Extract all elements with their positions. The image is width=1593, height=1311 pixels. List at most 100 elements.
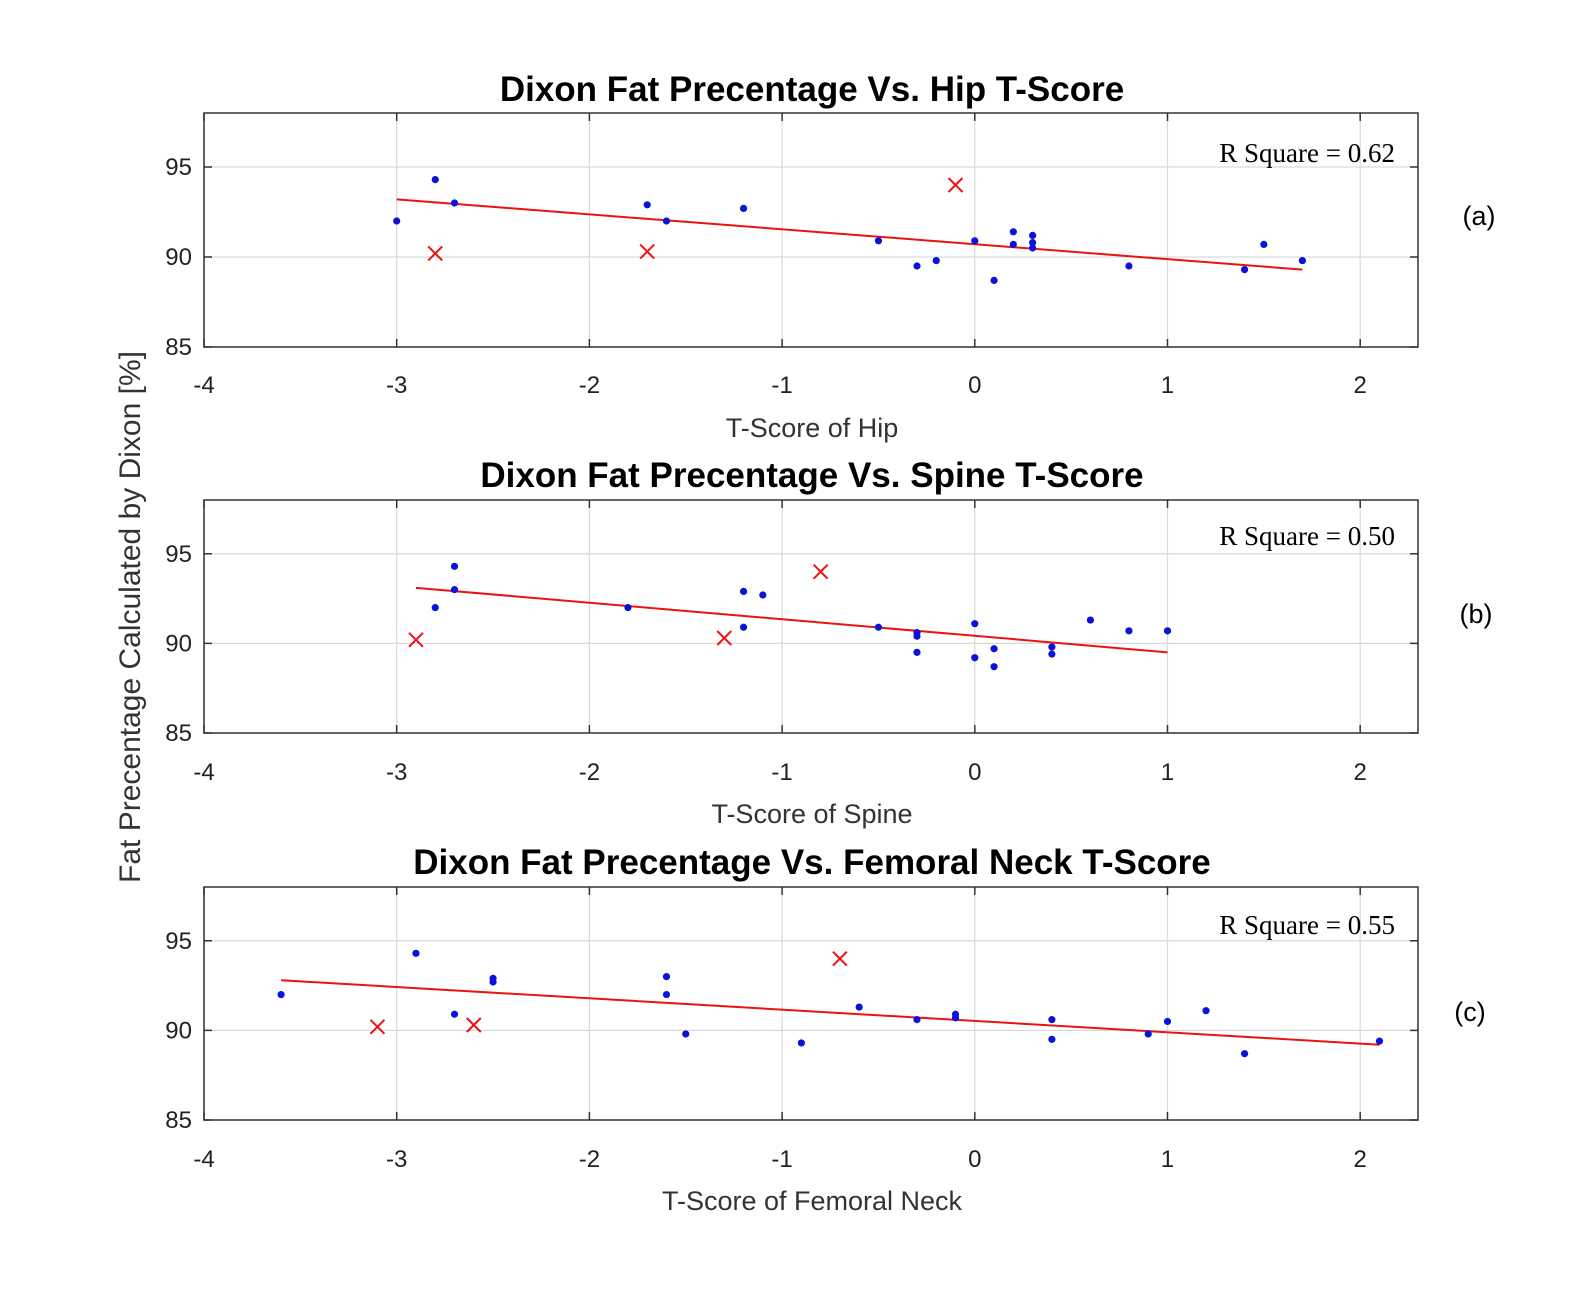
panel-hip: -4 -3 -2 -1 0 1 2 85 90 95 Dixon Fat Precentage V… xyxy=(165,70,1495,443)
x-tick-label: 0 xyxy=(968,1146,981,1173)
data-point xyxy=(393,217,401,225)
data-point xyxy=(1029,244,1037,252)
panel-label: (b) xyxy=(1460,599,1493,629)
data-point xyxy=(1375,1037,1384,1045)
axes-box xyxy=(203,499,1419,734)
y-tick-label: 90 xyxy=(165,244,192,271)
data-point xyxy=(1163,627,1172,635)
data-point xyxy=(1163,1017,1172,1026)
data-point xyxy=(662,973,671,981)
data-point xyxy=(643,201,651,209)
outlier-point xyxy=(466,1017,482,1033)
x-tick-label: 0 xyxy=(968,372,981,399)
outlier-stroke xyxy=(812,563,829,580)
data-point xyxy=(450,562,459,570)
x-tick-label: -4 xyxy=(193,1146,214,1173)
y-tick-label: 85 xyxy=(165,334,192,361)
axes-box xyxy=(203,886,1419,1121)
outlier-point xyxy=(812,563,829,580)
x-tick-label: 2 xyxy=(1354,1146,1367,1173)
data-point xyxy=(1086,616,1095,624)
x-tick-label: 2 xyxy=(1354,372,1367,399)
data-point xyxy=(855,1003,863,1011)
data-point xyxy=(913,648,921,656)
data-point xyxy=(662,217,671,225)
panel-femoral-neck: -4 -3 -2 -1 0 1 2 85 90 95 Dixon Fat Precentage V… xyxy=(165,843,1485,1216)
x-axis-label: T-Score of Femoral Neck xyxy=(662,1186,963,1216)
regression-line xyxy=(415,586,1168,654)
data-point xyxy=(1029,231,1037,239)
x-tick-label: -2 xyxy=(579,372,600,399)
outlier-point xyxy=(369,1019,386,1035)
outlier-stroke xyxy=(408,632,424,648)
outlier-stroke xyxy=(716,630,732,646)
y-tick-label: 90 xyxy=(165,1017,192,1044)
data-point xyxy=(1009,228,1017,236)
x-tick-label: 2 xyxy=(1354,759,1367,786)
axes-box xyxy=(203,112,1419,348)
x-tick-label: -1 xyxy=(771,1146,792,1173)
y-axis-label: Fat Precentage Calculated by Dixon [%] xyxy=(114,351,147,883)
r-square-annotation: R Square = 0.55 xyxy=(1219,910,1395,940)
data-point xyxy=(797,1039,805,1047)
regression-line xyxy=(396,198,1303,271)
data-point xyxy=(277,990,285,999)
plot-area: -4 -3 -2 -1 0 1 2 85 90 95 xyxy=(165,886,1419,1173)
outlier-point xyxy=(716,630,732,646)
data-point xyxy=(990,663,998,671)
data-point xyxy=(1029,239,1037,247)
data-point xyxy=(1048,1016,1056,1024)
data-point xyxy=(1009,240,1017,248)
panel-label: (a) xyxy=(1463,201,1496,231)
x-tick-label: -4 xyxy=(193,372,214,399)
data-point xyxy=(913,1016,921,1024)
chart-title: Dixon Fat Precentage Vs. Femoral Neck T-… xyxy=(413,843,1211,882)
x-axis-label: T-Score of Hip xyxy=(726,413,899,443)
y-tick-label: 85 xyxy=(165,1107,192,1134)
data-point xyxy=(1260,240,1268,248)
data-point xyxy=(682,1030,690,1038)
x-tick-label: -3 xyxy=(386,372,407,399)
y-tick-label: 95 xyxy=(165,541,192,568)
r-square-annotation: R Square = 0.50 xyxy=(1219,521,1395,551)
data-point xyxy=(489,978,497,986)
data-point xyxy=(1240,266,1249,274)
chart-title: Dixon Fat Precentage Vs. Spine T-Score xyxy=(480,456,1143,495)
x-tick-label: 1 xyxy=(1161,1146,1174,1173)
outlier-stroke xyxy=(369,1019,386,1035)
outlier-stroke xyxy=(639,243,655,260)
data-point xyxy=(739,204,748,212)
x-tick-label: -3 xyxy=(386,759,407,786)
x-tick-label: -4 xyxy=(193,759,214,786)
data-point xyxy=(412,949,420,957)
y-tick-label: 85 xyxy=(165,720,192,747)
data-point xyxy=(913,262,921,270)
data-point xyxy=(739,587,748,596)
data-point xyxy=(1202,1007,1210,1015)
outlier-point xyxy=(832,950,848,967)
data-point xyxy=(990,276,998,284)
x-tick-label: -1 xyxy=(771,372,792,399)
data-point xyxy=(971,237,979,245)
x-axis-label: T-Score of Spine xyxy=(711,799,912,829)
data-point xyxy=(450,1010,459,1018)
data-point xyxy=(1125,262,1133,270)
data-point xyxy=(739,623,748,631)
data-point xyxy=(951,1014,960,1022)
data-point xyxy=(971,620,979,628)
x-tick-label: 1 xyxy=(1161,372,1174,399)
plot-area: -4 -3 -2 -1 0 1 2 85 90 95 xyxy=(165,499,1419,786)
data-point xyxy=(1048,643,1056,651)
data-point xyxy=(431,176,439,184)
outlier-point xyxy=(639,243,655,260)
data-point xyxy=(971,654,979,662)
x-tick-label: -3 xyxy=(386,1146,407,1173)
panel-spine: -4 -3 -2 -1 0 1 2 85 90 95 Dixon Fat Precentage V… xyxy=(165,456,1492,829)
data-point xyxy=(450,199,459,207)
data-point xyxy=(1240,1050,1249,1058)
outlier-point xyxy=(947,177,964,193)
data-point xyxy=(431,603,439,612)
data-point xyxy=(932,257,940,265)
data-point xyxy=(624,603,632,612)
